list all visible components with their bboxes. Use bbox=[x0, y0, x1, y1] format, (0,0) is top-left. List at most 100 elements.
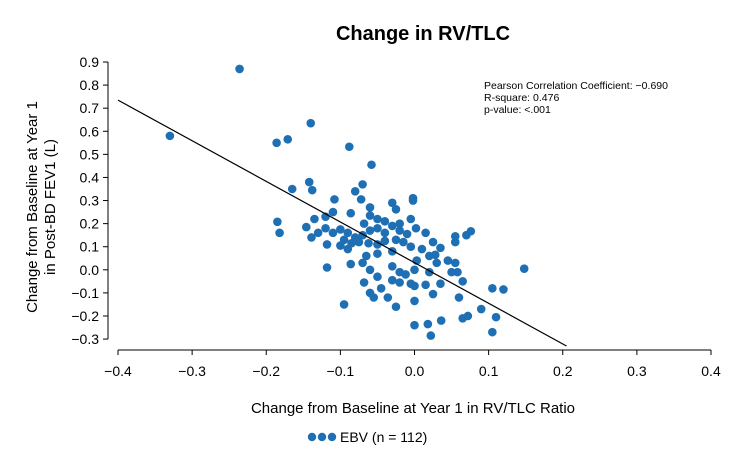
data-point bbox=[306, 118, 316, 128]
data-point bbox=[436, 279, 445, 288]
data-point bbox=[443, 256, 453, 265]
data-point bbox=[410, 320, 419, 330]
data-point bbox=[369, 293, 379, 302]
data-point bbox=[339, 300, 349, 309]
data-point bbox=[454, 293, 464, 302]
data-point bbox=[376, 283, 386, 293]
data-point bbox=[408, 193, 418, 203]
data-point bbox=[336, 225, 345, 234]
data-point bbox=[406, 242, 416, 252]
data-point bbox=[380, 236, 390, 246]
data-point bbox=[380, 217, 390, 226]
y-axis-label-line-2: in Post-BD FEV1 (L) bbox=[42, 139, 59, 275]
data-point bbox=[328, 228, 338, 238]
data-point bbox=[387, 275, 397, 285]
data-point bbox=[406, 214, 416, 224]
data-point bbox=[365, 203, 375, 212]
data-point bbox=[322, 240, 332, 249]
data-point bbox=[367, 160, 376, 170]
data-point bbox=[387, 262, 397, 271]
data-point bbox=[365, 265, 375, 275]
data-point bbox=[344, 142, 354, 152]
p-value-annotation: p-value: <.001 bbox=[484, 104, 551, 116]
x-tick-label: −0.2 bbox=[252, 363, 280, 379]
y-axis-label-line-1: Change from Baseline at Year 1 bbox=[24, 101, 41, 313]
regression-line bbox=[117, 99, 567, 347]
x-tick-label: 0.3 bbox=[627, 363, 647, 379]
data-point bbox=[373, 214, 382, 224]
y-tick-label: 0.2 bbox=[80, 216, 100, 232]
stats-annotation: Pearson Correlation Coefficient: −0.690 … bbox=[484, 80, 668, 116]
x-tick-label: 0.0 bbox=[405, 363, 425, 379]
data-point bbox=[358, 180, 367, 189]
data-point bbox=[417, 244, 427, 254]
y-tick-label: 0.3 bbox=[80, 193, 100, 209]
data-point bbox=[304, 177, 314, 187]
data-point bbox=[283, 135, 293, 144]
y-tick-label: −0.3 bbox=[71, 331, 99, 347]
legend-marker bbox=[327, 432, 337, 442]
y-axis-label: Change from Baseline at Year 1 in Post-B… bbox=[24, 101, 59, 313]
data-point bbox=[336, 241, 345, 250]
data-point bbox=[321, 223, 330, 233]
data-point bbox=[519, 264, 529, 273]
data-point bbox=[365, 211, 375, 220]
data-point bbox=[380, 228, 390, 238]
data-point bbox=[432, 258, 442, 268]
data-point bbox=[313, 228, 323, 238]
x-axis-ticks: −0.4 −0.3 −0.2 −0.1 0.0 0.1 0.2 0.3 0.4 bbox=[104, 350, 721, 379]
data-point bbox=[373, 223, 382, 233]
x-tick-label: 0.2 bbox=[553, 363, 573, 379]
data-point bbox=[330, 195, 339, 204]
data-point bbox=[436, 243, 445, 253]
data-points bbox=[165, 64, 529, 340]
r-square-annotation: R-square: 0.476 bbox=[484, 92, 559, 104]
data-point bbox=[365, 226, 375, 235]
data-point bbox=[373, 240, 382, 249]
data-point bbox=[447, 267, 456, 277]
data-point bbox=[346, 208, 356, 218]
data-point bbox=[275, 228, 284, 238]
data-point bbox=[488, 283, 497, 293]
data-point bbox=[410, 296, 419, 306]
data-point bbox=[436, 316, 446, 325]
data-point bbox=[410, 281, 419, 291]
data-point bbox=[411, 223, 421, 233]
data-point bbox=[401, 270, 410, 279]
data-point bbox=[450, 232, 460, 241]
y-tick-label: −0.2 bbox=[71, 308, 99, 324]
data-point bbox=[301, 222, 311, 232]
data-point bbox=[488, 327, 497, 337]
data-point bbox=[395, 219, 404, 228]
data-point bbox=[426, 331, 436, 340]
x-tick-label: −0.1 bbox=[327, 363, 355, 379]
data-point bbox=[410, 265, 419, 275]
x-tick-label: 0.1 bbox=[479, 363, 499, 379]
data-point bbox=[391, 205, 401, 214]
data-point bbox=[354, 237, 364, 247]
data-point bbox=[273, 217, 282, 227]
data-point bbox=[359, 219, 369, 228]
data-point bbox=[328, 207, 338, 217]
data-point bbox=[387, 221, 397, 231]
data-point bbox=[395, 278, 404, 287]
data-point bbox=[399, 237, 408, 247]
data-point bbox=[343, 228, 353, 238]
data-point bbox=[391, 235, 401, 245]
data-point bbox=[310, 214, 319, 224]
data-point bbox=[287, 184, 297, 194]
axes: −0.4 −0.3 −0.2 −0.1 0.0 0.1 0.2 0.3 0.4 0.90.80.… bbox=[71, 54, 721, 379]
data-point bbox=[421, 280, 430, 290]
data-point bbox=[463, 311, 473, 321]
legend-marker bbox=[317, 432, 327, 442]
y-tick-label: 0.9 bbox=[80, 54, 100, 70]
y-tick-label: 0.5 bbox=[80, 146, 100, 162]
y-tick-label: 0.6 bbox=[80, 123, 100, 139]
data-point bbox=[165, 131, 175, 141]
data-point bbox=[307, 185, 317, 195]
y-tick-label: −0.1 bbox=[71, 285, 99, 301]
data-point bbox=[466, 226, 476, 236]
data-point bbox=[362, 251, 371, 261]
data-point bbox=[491, 312, 501, 322]
pearson-annotation: Pearson Correlation Coefficient: −0.690 bbox=[484, 80, 668, 92]
